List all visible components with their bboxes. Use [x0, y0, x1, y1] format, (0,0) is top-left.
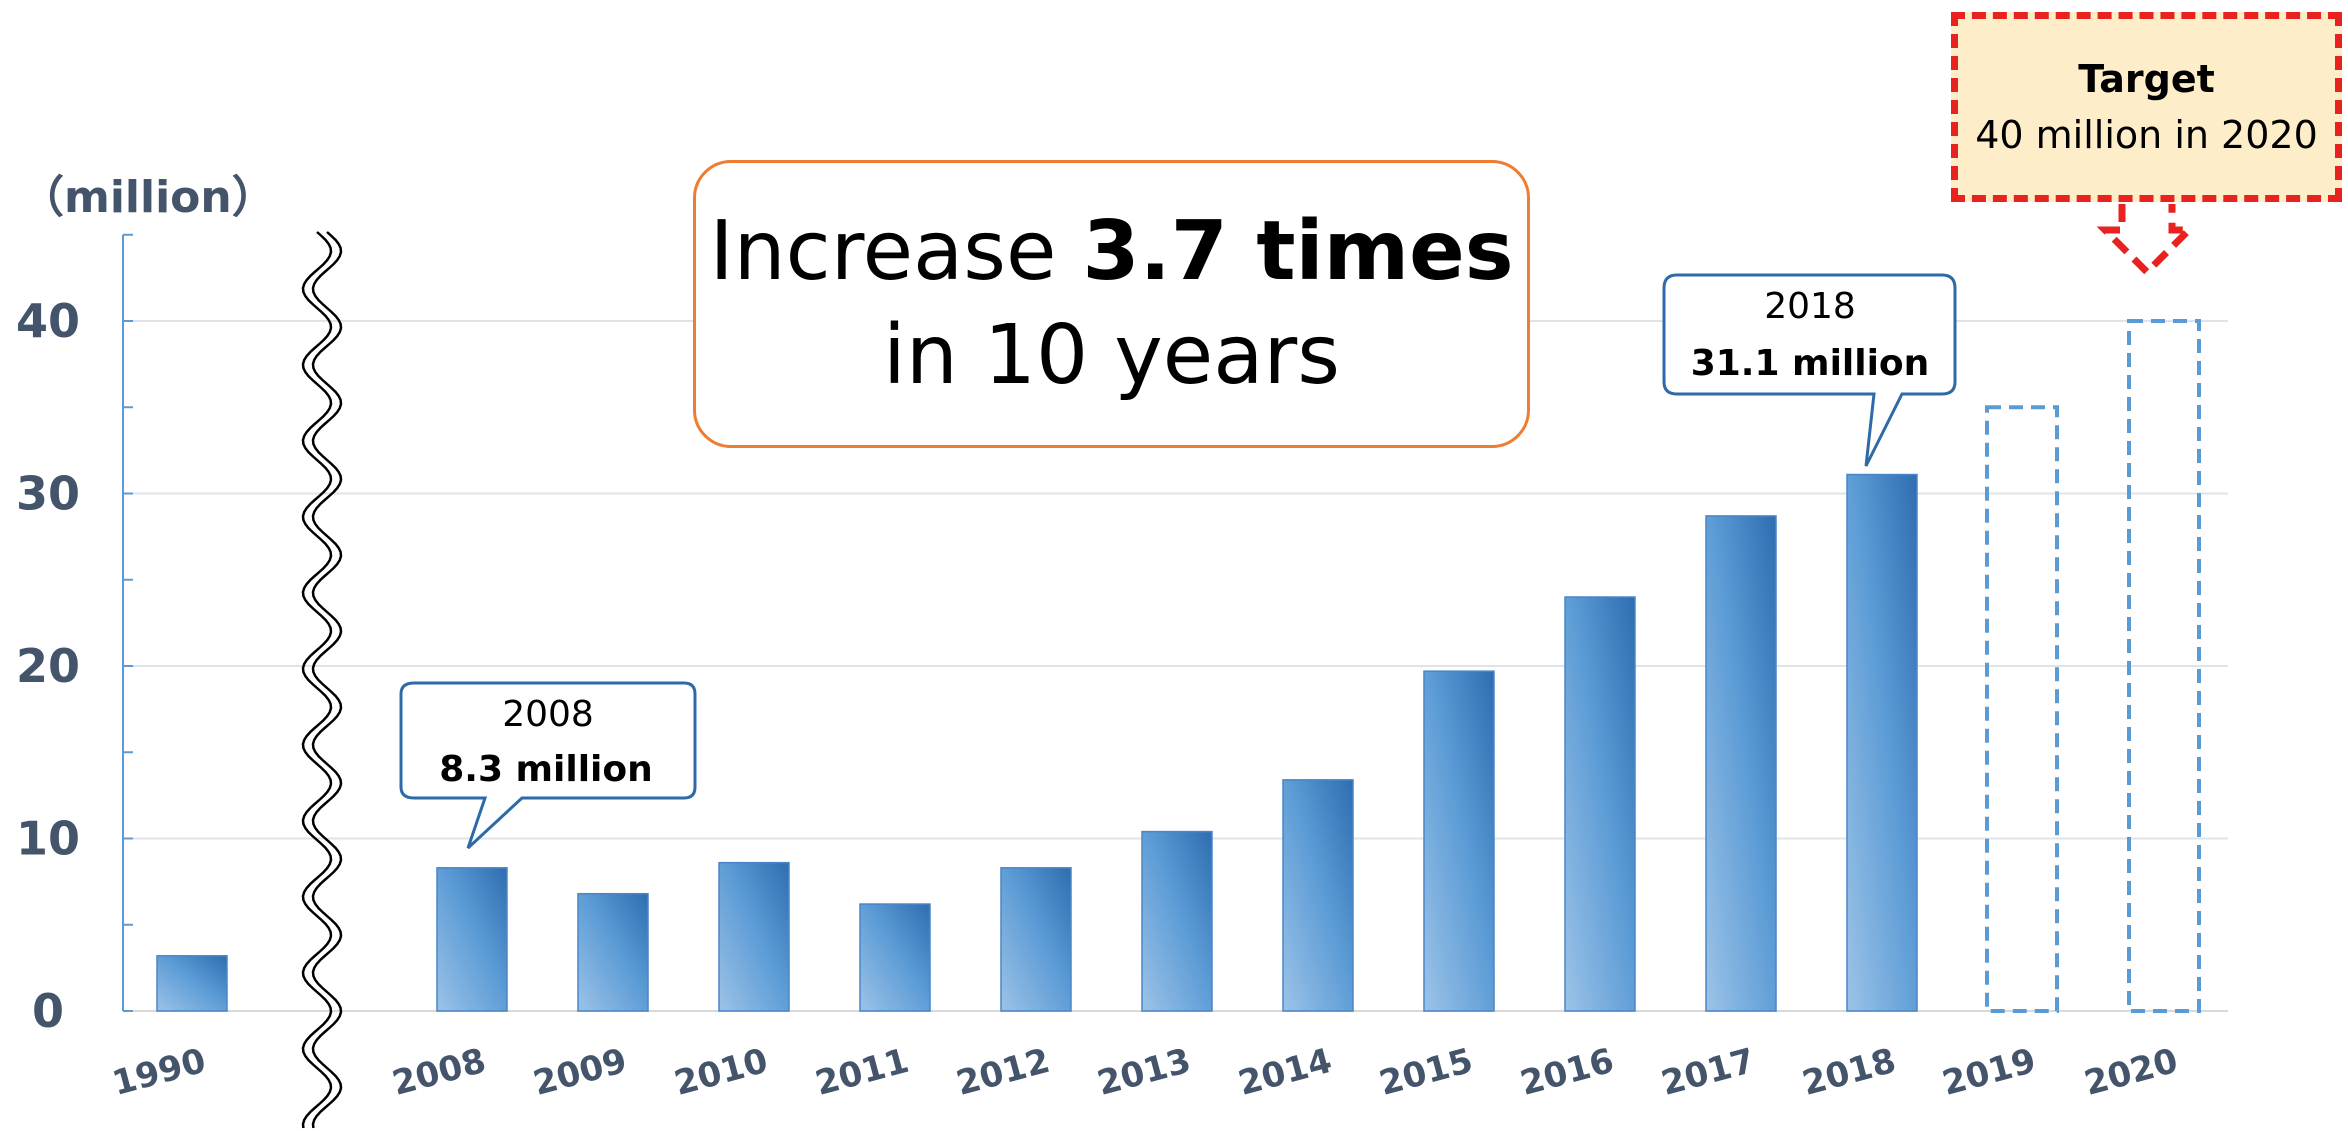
x-tick-label: 2019 — [1938, 1041, 2040, 1104]
bar-2013 — [1141, 830, 1213, 1012]
bar-2010 — [718, 861, 790, 1012]
x-tick-label: 2012 — [952, 1041, 1054, 1104]
y-axis: 0 10 20 30 40 — [16, 233, 2228, 1038]
x-tick-label: 2009 — [529, 1041, 631, 1104]
headline-line-1: Increase 3.7 times — [696, 200, 1527, 304]
x-tick-label: 2014 — [1234, 1041, 1336, 1104]
headline-line-2: in 10 years — [883, 308, 1340, 403]
callout-2018-bubble — [1662, 273, 1957, 467]
y-axis-label: （million） — [20, 172, 276, 223]
callout-2018: 2018 31.1 million — [1662, 273, 1957, 467]
bar-2012 — [1000, 867, 1072, 1012]
x-tick-label: 2015 — [1375, 1041, 1477, 1104]
y-tick-label: 10 — [16, 812, 80, 866]
projected-bar-2019 — [1985, 405, 2059, 1013]
callout-2008-year: 2008 — [502, 694, 594, 735]
y-tick-label: 0 — [32, 984, 64, 1038]
x-tick-label: 2010 — [670, 1041, 772, 1104]
x-tick-label: 2011 — [811, 1041, 913, 1104]
callout-2018-value: 31.1 million — [1691, 343, 1930, 384]
target-arrow — [2096, 204, 2198, 277]
y-tick-label: 30 — [16, 467, 80, 521]
y-tick-label: 40 — [16, 294, 80, 348]
headline-emphasis: 3.7 times — [1082, 204, 1514, 299]
callout-2018-year: 2018 — [1764, 286, 1856, 327]
x-tick-label: 2016 — [1516, 1041, 1618, 1104]
bar-2011 — [859, 903, 931, 1012]
y-tick-label: 20 — [16, 639, 80, 693]
bar-2018 — [1846, 473, 1918, 1012]
bar-2009 — [577, 892, 649, 1012]
target-title: Target — [2078, 57, 2215, 101]
bar-2014 — [1282, 779, 1354, 1012]
bar-1990 — [156, 955, 228, 1012]
bar-2008 — [436, 867, 508, 1012]
x-tick-label: 2013 — [1093, 1041, 1195, 1104]
bar-2016 — [1564, 596, 1636, 1012]
x-tick-label: 2020 — [2080, 1041, 2182, 1104]
x-tick-labels: 1990 2008 2009 2010 2011 2012 2013 2014 2015 2016… — [108, 1041, 2182, 1104]
bar-2015 — [1423, 670, 1495, 1012]
headline-prefix: Increase — [709, 204, 1083, 299]
callout-2008-value: 8.3 million — [439, 749, 653, 790]
break-line-right — [311, 231, 343, 1129]
bars — [156, 319, 2201, 1013]
x-tick-label: 1990 — [108, 1041, 210, 1104]
x-tick-label: 2018 — [1798, 1041, 1900, 1104]
headline-box: Increase 3.7 times in 10 years — [693, 160, 1530, 448]
target-text: 40 million in 2020 — [1975, 113, 2318, 157]
projected-bar-2020 — [2127, 319, 2201, 1013]
bar-2017 — [1705, 515, 1777, 1012]
x-tick-label: 2017 — [1657, 1041, 1759, 1104]
axis-break-squiggle — [301, 231, 343, 1129]
callout-2008: 2008 8.3 million — [399, 681, 697, 850]
callout-2008-bubble — [399, 681, 697, 850]
x-tick-label: 2008 — [388, 1041, 490, 1104]
target-box: Target 40 million in 2020 — [1951, 12, 2342, 202]
break-line-left — [301, 231, 333, 1129]
